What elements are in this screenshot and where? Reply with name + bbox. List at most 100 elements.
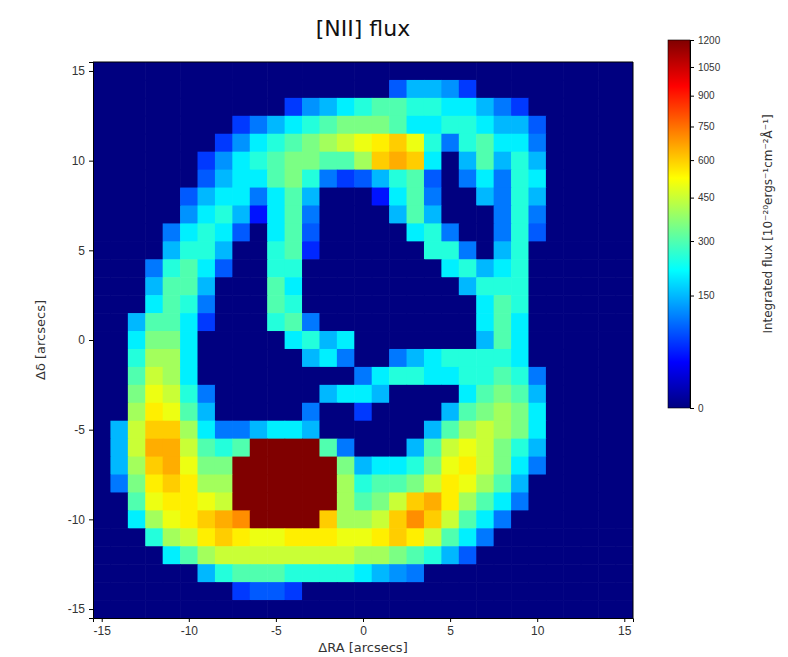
heatmap-cell — [528, 277, 546, 296]
heatmap-cell — [476, 170, 494, 189]
x-tick-mark — [276, 618, 277, 622]
heatmap-cell — [110, 528, 128, 547]
heatmap-cell — [563, 331, 581, 350]
colorbar-tick: 450 — [690, 192, 715, 203]
heatmap-cell — [110, 98, 128, 117]
heatmap-cell — [319, 564, 337, 583]
heatmap-cell — [110, 367, 128, 386]
heatmap-cell — [302, 600, 320, 618]
heatmap-cell — [163, 564, 181, 583]
x-tick-mark — [102, 618, 103, 622]
heatmap-cell — [528, 313, 546, 332]
heatmap-cell — [372, 385, 390, 404]
heatmap-cell — [581, 98, 599, 117]
heatmap-cell — [302, 439, 320, 458]
heatmap-cell — [616, 170, 633, 189]
heatmap-cell — [110, 475, 128, 494]
heatmap-cell — [198, 349, 216, 368]
heatmap-cell — [110, 170, 128, 189]
heatmap-cell — [110, 439, 128, 458]
heatmap-cell — [145, 223, 163, 242]
heatmap-cell — [93, 349, 111, 368]
heatmap-cell — [407, 528, 425, 547]
heatmap-cell — [546, 600, 564, 618]
colorbar-axis-line — [691, 41, 695, 409]
heatmap-cell — [198, 492, 216, 511]
heatmap-cell — [163, 439, 181, 458]
heatmap-cell — [267, 546, 285, 565]
heatmap-cell — [145, 528, 163, 547]
heatmap-cell — [163, 277, 181, 296]
heatmap-cell — [93, 80, 111, 99]
heatmap-cell — [372, 188, 390, 207]
heatmap-cell — [267, 475, 285, 494]
heatmap-cell — [546, 528, 564, 547]
heatmap-cell — [511, 510, 529, 529]
heatmap-cell — [128, 457, 146, 476]
heatmap-cell — [319, 403, 337, 422]
heatmap-cell — [424, 223, 442, 242]
heatmap-cell — [354, 62, 372, 81]
heatmap-cell — [598, 62, 616, 81]
heatmap-cell — [424, 600, 442, 618]
heatmap-cell — [232, 313, 250, 332]
heatmap-cell — [110, 403, 128, 422]
heatmap-cell — [180, 492, 198, 511]
heatmap-cell — [267, 403, 285, 422]
heatmap-cell — [354, 241, 372, 260]
colorbar-tick-mark — [690, 241, 694, 242]
heatmap-cell — [93, 295, 111, 314]
heatmap-cell — [93, 205, 111, 224]
heatmap-cell — [354, 510, 372, 529]
heatmap-cell — [215, 475, 233, 494]
heatmap-cell — [546, 223, 564, 242]
heatmap-cell — [528, 259, 546, 278]
heatmap-cell — [232, 582, 250, 601]
heatmap-cell — [598, 582, 616, 601]
heatmap-cell — [494, 80, 512, 99]
heatmap-cell — [163, 331, 181, 350]
heatmap-cell — [441, 188, 459, 207]
heatmap-cell — [389, 457, 407, 476]
heatmap-cell — [616, 223, 633, 242]
heatmap-cell — [267, 152, 285, 171]
heatmap-cell — [285, 528, 303, 547]
heatmap-cell — [128, 277, 146, 296]
heatmap-cell — [546, 98, 564, 117]
heatmap-cell — [232, 421, 250, 440]
heatmap-cell — [337, 62, 355, 81]
heatmap-cell — [389, 367, 407, 386]
heatmap-cell — [302, 492, 320, 511]
heatmap-cell — [128, 80, 146, 99]
heatmap-cell — [337, 546, 355, 565]
heatmap-cell — [441, 295, 459, 314]
heatmap-cell — [546, 582, 564, 601]
heatmap-cell — [494, 403, 512, 422]
heatmap-cell — [145, 116, 163, 135]
heatmap-cell — [407, 546, 425, 565]
heatmap-cell — [441, 421, 459, 440]
heatmap-cell — [424, 295, 442, 314]
heatmap-cell — [302, 62, 320, 81]
heatmap-cell — [354, 277, 372, 296]
heatmap-cell — [563, 528, 581, 547]
heatmap-cell — [459, 62, 477, 81]
heatmap-cell — [163, 188, 181, 207]
heatmap-cell — [232, 385, 250, 404]
heatmap-cell — [389, 134, 407, 153]
heatmap-cell — [302, 385, 320, 404]
heatmap-cell — [110, 582, 128, 601]
heatmap-cell — [494, 277, 512, 296]
heatmap-cell — [337, 259, 355, 278]
heatmap-cell — [267, 170, 285, 189]
heatmap-cell — [494, 223, 512, 242]
heatmap-cell — [250, 259, 268, 278]
heatmap-cell — [267, 367, 285, 386]
heatmap-cell — [337, 223, 355, 242]
heatmap-cell — [528, 510, 546, 529]
heatmap-cell — [389, 600, 407, 618]
heatmap-cell — [128, 116, 146, 135]
heatmap-cell — [598, 385, 616, 404]
heatmap-cell — [563, 313, 581, 332]
colorbar-tick-label: 900 — [698, 90, 715, 101]
